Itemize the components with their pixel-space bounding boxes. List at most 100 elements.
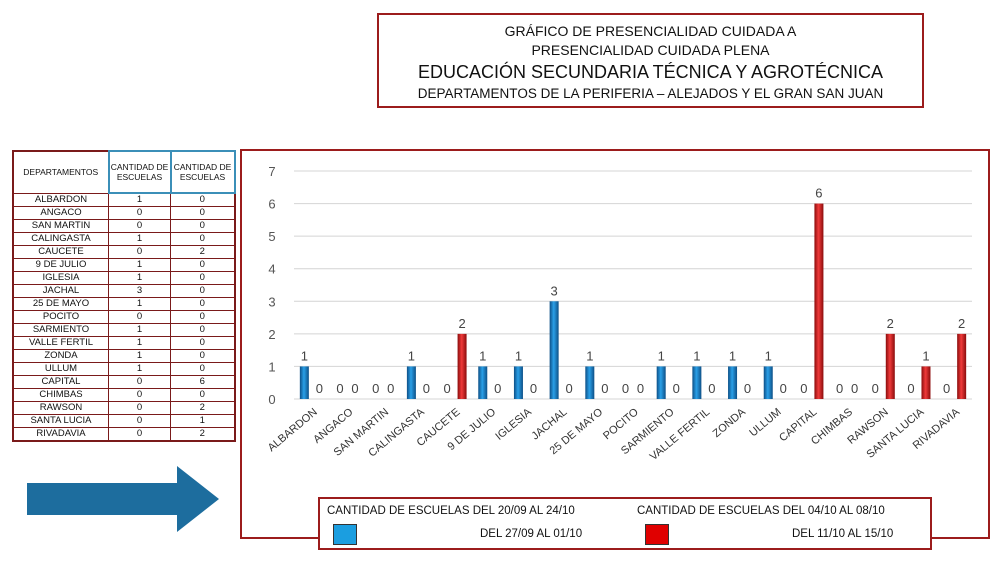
table-cell-cantidad: 1 [170,414,235,428]
data-label: 0 [872,381,879,396]
table-cell-cantidad: 0 [170,219,235,233]
table-cell-cantidad: 2 [170,245,235,259]
bar-blue [692,366,702,399]
table-header-departamentos: DEPARTAMENTOS [12,150,109,194]
data-label: 1 [408,348,415,363]
data-label: 2 [887,316,894,331]
table-row: VALLE FERTIL 1 0 [12,336,235,350]
table-cell-departamento: IGLESIA [12,271,109,285]
table-cell-cantidad: 0 [108,219,171,233]
table-cell-departamento: RAWSON [12,401,109,415]
legend-swatch-red [645,524,669,545]
bar-blue [513,366,523,399]
table-row: ANGACO 0 0 [12,206,235,220]
y-tick-label: 1 [268,359,275,374]
table-cell-cantidad: 0 [170,232,235,246]
data-label: 0 [443,381,450,396]
table-cell-cantidad: 1 [108,362,171,376]
data-label: 0 [423,381,430,396]
data-label: 1 [765,348,772,363]
table-cell-cantidad: 1 [108,297,171,311]
legend-label-2: DEL 11/10 AL 15/10 [792,528,894,540]
data-table: DEPARTAMENTOS CANTIDAD DE ESCUELAS CANTI… [12,150,236,442]
table-row: RIVADAVIA 0 2 [12,427,235,442]
table-cell-departamento: CAUCETE [12,245,109,259]
data-label: 0 [673,381,680,396]
data-label: 0 [708,381,715,396]
x-tick-label: IGLESIA [493,406,534,443]
table-cell-cantidad: 3 [108,284,171,298]
table-cell-cantidad: 0 [108,427,171,442]
table-cell-departamento: SAN MARTIN [12,219,109,233]
table-row: SAN MARTIN 0 0 [12,219,235,233]
table-cell-cantidad: 0 [108,375,171,389]
table-cell-cantidad: 0 [170,284,235,298]
legend-header-2: CANTIDAD DE ESCUELAS DEL 04/10 AL 08/10 [637,505,885,517]
table-cell-cantidad: 2 [170,401,235,415]
bar-red [957,333,967,399]
data-label: 0 [800,381,807,396]
table-row: 9 DE JULIO 1 0 [12,258,235,272]
legend-swatch-blue [333,524,357,545]
table-cell-cantidad: 0 [108,388,171,402]
table-cell-cantidad: 0 [170,362,235,376]
table-cell-cantidad: 0 [170,336,235,350]
table-cell-departamento: ALBARDON [12,192,109,207]
table-cell-cantidad: 0 [108,245,171,259]
table-row: SANTA LUCIA 0 1 [12,414,235,428]
table-cell-cantidad: 6 [170,375,235,389]
bar-blue [549,301,559,399]
bar-blue [406,366,416,399]
data-label: 1 [922,348,929,363]
data-label: 1 [479,348,486,363]
table-cell-cantidad: 0 [170,192,235,207]
table-cell-cantidad: 0 [170,388,235,402]
data-label: 0 [601,381,608,396]
table-header-cantidad-2: CANTIDAD DE ESCUELAS [169,150,236,194]
x-tick-label: ALBARDON [266,406,320,454]
table-cell-cantidad: 0 [170,349,235,363]
table-cell-departamento: 25 DE MAYO [12,297,109,311]
table-row: CHIMBAS 0 0 [12,388,235,402]
title-line-3: EDUCACIÓN SECUNDARIA TÉCNICA Y AGROTÉCNI… [417,62,884,82]
table-row: ZONDA 1 0 [12,349,235,363]
table-cell-cantidad: 0 [170,310,235,324]
table-row: IGLESIA 1 0 [12,271,235,285]
y-tick-label: 2 [268,327,275,342]
data-label: 1 [658,348,665,363]
data-label: 0 [372,381,379,396]
table-header-cantidad-1: CANTIDAD DE ESCUELAS [107,150,172,194]
y-tick-label: 5 [268,229,275,244]
table-cell-cantidad: 0 [108,310,171,324]
data-label: 1 [693,348,700,363]
y-tick-label: 0 [268,392,275,407]
data-label: 6 [815,186,822,201]
y-tick-label: 3 [268,294,275,309]
table-row: CAPITAL 0 6 [12,375,235,389]
data-label: 3 [551,283,558,298]
legend-header-1: CANTIDAD DE ESCUELAS DEL 20/09 AL 24/10 [327,505,575,517]
table-row: CAUCETE 0 2 [12,245,235,259]
table-cell-cantidad: 0 [170,206,235,220]
data-label: 2 [958,316,965,331]
y-tick-label: 6 [268,197,275,212]
table-cell-cantidad: 1 [108,232,171,246]
data-label: 0 [851,381,858,396]
table-cell-departamento: 9 DE JULIO [12,258,109,272]
data-label: 0 [836,381,843,396]
bar-red [814,203,824,399]
table-cell-cantidad: 0 [170,297,235,311]
table-cell-cantidad: 1 [108,192,171,207]
table-cell-departamento: SANTA LUCIA [12,414,109,428]
data-label: 1 [301,348,308,363]
table-cell-departamento: ZONDA [12,349,109,363]
chart-frame: 0 1 2 3 4 5 6 7 1 0 ALBARDON 0 0 ANGACO 0 0 SAN MARTIN 1 0… [240,149,990,539]
title-line-2: PRESENCIALIDAD CUIDADA PLENA [531,42,770,58]
title-line-1: GRÁFICO DE PRESENCIALIDAD CUIDADA A [504,23,797,39]
table-cell-departamento: RIVADAVIA [12,427,109,442]
data-label: 1 [586,348,593,363]
table-cell-departamento: VALLE FERTIL [12,336,109,350]
data-label: 1 [515,348,522,363]
data-label: 0 [494,381,501,396]
data-label: 0 [530,381,537,396]
